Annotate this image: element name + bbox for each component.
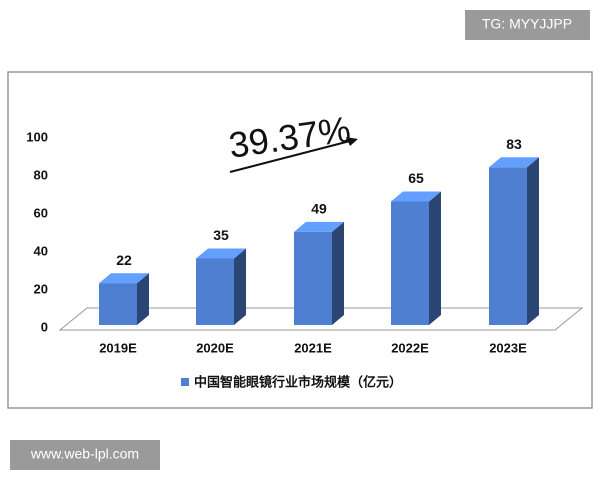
- legend-swatch: [181, 378, 189, 386]
- bar-side: [429, 191, 441, 325]
- legend-label: 中国智能眼镜行业市场规模（亿元）: [194, 374, 402, 389]
- x-tick-label: 2020E: [196, 340, 234, 355]
- watermark: TG: MYYJJPP: [482, 16, 572, 32]
- x-tick-label: 2022E: [391, 340, 429, 355]
- value-label: 65: [408, 170, 424, 186]
- y-tick-label: 20: [34, 281, 48, 296]
- value-label: 83: [506, 136, 522, 152]
- bar: [99, 283, 137, 325]
- bar: [489, 167, 527, 325]
- bar-top: [294, 221, 344, 232]
- bar-top: [196, 248, 246, 259]
- bar-side: [137, 273, 149, 325]
- y-tick-label: 60: [34, 205, 48, 220]
- bar-side: [234, 248, 246, 325]
- x-tick-label: 2019E: [99, 340, 137, 355]
- watermark-box: [465, 10, 590, 40]
- x-tick-label: 2021E: [294, 340, 332, 355]
- bar-top: [99, 273, 149, 284]
- y-tick-label: 0: [41, 319, 48, 334]
- watermark-box: [10, 440, 160, 470]
- watermark: www.web-lpl.com: [30, 446, 139, 462]
- bar: [391, 201, 429, 325]
- bar-top: [489, 157, 539, 168]
- y-tick-label: 40: [34, 243, 48, 258]
- y-tick-label: 80: [34, 167, 48, 182]
- bar-side: [332, 221, 344, 325]
- value-label: 49: [311, 201, 327, 217]
- arrow: [229, 140, 351, 173]
- bar-side: [527, 157, 539, 325]
- bar-top: [391, 191, 441, 202]
- arrow-head: [346, 137, 358, 146]
- value-label: 22: [116, 252, 132, 268]
- bar: [294, 231, 332, 325]
- y-tick-label: 100: [26, 129, 48, 144]
- value-label: 35: [213, 227, 229, 243]
- x-tick-label: 2023E: [489, 340, 527, 355]
- bar: [196, 258, 234, 325]
